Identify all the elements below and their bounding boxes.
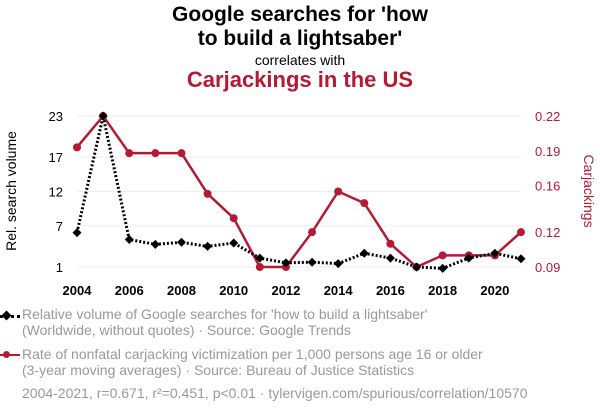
search-volume-point [98, 111, 108, 121]
carjackings-point [308, 228, 317, 237]
carjackings-point [177, 149, 186, 158]
y-tick-right: 0.16 [535, 179, 560, 194]
legend-search-line2: (Worldwide, without quotes) · Source: Go… [22, 322, 351, 338]
chart-title-line-1: Google searches for 'how [172, 3, 428, 26]
carjackings-point [517, 228, 525, 237]
x-tick-label: 2020 [480, 283, 509, 298]
x-tick-label: 2004 [63, 283, 93, 298]
y-tick-right: 0.22 [535, 109, 560, 124]
carjackings-point [73, 143, 81, 152]
search-volume-point [281, 258, 291, 268]
search-volume-point [307, 257, 317, 267]
search-volume-point [464, 253, 474, 263]
x-tick-label: 2006 [115, 283, 144, 298]
y-tick-right: 0.09 [535, 260, 560, 275]
legend-carjackings-line2: (3-year moving averages) · Source: Burea… [22, 362, 415, 378]
search-volume-point [438, 263, 448, 273]
carjackings-series-line [76, 114, 522, 269]
search-volume-point [516, 254, 526, 264]
chart-subtitle: Carjackings in the US [186, 67, 414, 92]
y-tick-right: 0.19 [535, 144, 560, 159]
carjackings-point [125, 149, 134, 158]
search-volume-point [255, 253, 265, 263]
carjackings-point [151, 149, 160, 158]
carjackings-point [255, 263, 264, 271]
search-volume-point [72, 228, 82, 238]
chart-title: Google searches for 'how to build a ligh… [0, 3, 600, 51]
x-tick-label: 2018 [428, 283, 457, 298]
legend-marker-circle-icon [3, 351, 10, 358]
y-tick-right: 0.12 [535, 225, 560, 240]
search-volume-point [490, 248, 500, 258]
legend-search-line1: Relative volume of Google searches for '… [22, 306, 428, 322]
carjackings-point [229, 214, 238, 223]
x-tick-label: 2016 [376, 283, 405, 298]
search-volume-series-line [75, 115, 522, 270]
search-volume-point [124, 235, 134, 245]
carjackings-point [334, 187, 343, 196]
search-volume-point [412, 262, 422, 272]
footer-stats: 2004-2021, r=0.671, r²=0.451, p<0.01 · t… [22, 385, 528, 401]
y-axis-label-right: Carjackings [581, 154, 597, 227]
search-volume-point [176, 237, 186, 247]
carjackings-point [438, 251, 447, 260]
legend-carjackings-line1: Rate of nonfatal carjacking victimizatio… [22, 346, 483, 362]
y-tick-left: 23 [49, 109, 63, 124]
x-tick-label: 2008 [167, 283, 196, 298]
search-volume-point [385, 253, 395, 263]
search-volume-point [359, 248, 369, 258]
carjackings-point [360, 199, 369, 208]
correlates-with-label: correlates with [254, 52, 346, 68]
carjackings-point [386, 239, 395, 248]
search-volume-point [150, 239, 160, 249]
chart-title-line-2: to build a lightsaber' [197, 27, 403, 50]
y-tick-left: 1 [56, 260, 63, 275]
legend-line-carjackings [0, 354, 20, 356]
y-tick-left: 17 [49, 150, 63, 165]
y-tick-left: 7 [56, 219, 63, 234]
carjackings-point [203, 189, 212, 198]
x-tick-label: 2012 [271, 283, 300, 298]
search-volume-point [203, 241, 213, 251]
search-volume-point [229, 238, 239, 248]
x-tick-label: 2014 [324, 283, 354, 298]
y-tick-left: 12 [49, 185, 63, 200]
legend-marker-diamond-icon [1, 310, 12, 321]
search-volume-point [333, 259, 343, 269]
x-tick-label: 2010 [219, 283, 248, 298]
y-axis-label-left: Rel. search volume [3, 131, 19, 251]
